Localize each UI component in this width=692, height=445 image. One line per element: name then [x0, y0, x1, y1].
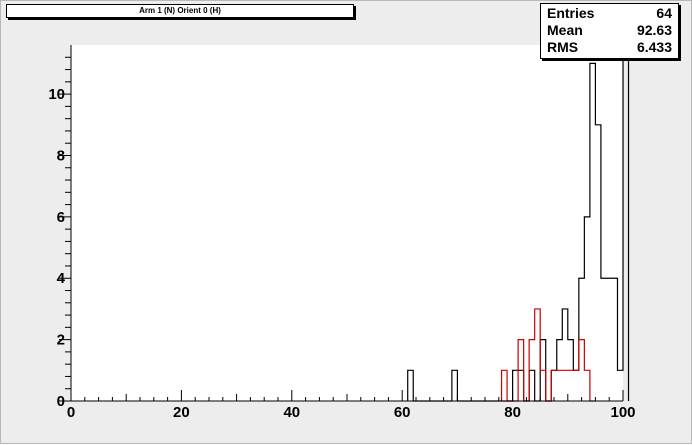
bin-black-61 [408, 370, 414, 401]
bin-red-89 [562, 370, 568, 401]
x-tick-label: 40 [283, 404, 300, 421]
stats-value-rms: 6.433 [636, 39, 672, 55]
y-tick-label: 4 [57, 270, 66, 287]
stats-value-mean: 92.63 [636, 22, 672, 38]
bin-black-97 [606, 278, 612, 401]
bin-black-99 [617, 370, 623, 401]
bin-black-69 [452, 370, 458, 401]
axis-layer: 0 20 40 60 80 100 0 2 4 6 8 10 [48, 45, 636, 421]
bin-black-80 [513, 370, 519, 401]
bin-red-83 [529, 340, 535, 401]
stats-label-entries: Entries [547, 5, 595, 21]
bin-red-78 [502, 370, 508, 401]
x-tick-label: 60 [394, 404, 411, 421]
bin-black-100 [623, 33, 629, 401]
bin-red-88 [557, 370, 563, 401]
y-tick-label: 0 [57, 393, 65, 410]
x-tick-label: 100 [610, 404, 635, 421]
stats-row-rms: RMS 6.433 [547, 39, 672, 56]
y-tick-label: 8 [57, 147, 65, 164]
x-tick-label: 20 [173, 404, 190, 421]
stats-value-entries: 64 [656, 5, 672, 21]
bin-red-93 [584, 370, 590, 401]
bin-red-91 [573, 370, 579, 401]
bin-red-92 [579, 340, 585, 401]
stats-box: Entries 64 Mean 92.63 RMS 6.433 [540, 3, 679, 59]
bin-black-94 [590, 63, 596, 401]
stats-label-rms: RMS [547, 39, 579, 55]
stats-row-entries: Entries 64 [547, 5, 672, 22]
stats-row-mean: Mean 92.63 [547, 22, 672, 39]
y-tick-label: 10 [48, 86, 65, 103]
x-tick-label: 0 [67, 404, 75, 421]
y-tick-label: 6 [57, 209, 65, 226]
bin-black-96 [601, 278, 607, 401]
plot-area [71, 45, 623, 401]
bin-red-81 [518, 340, 524, 401]
bin-red-84 [535, 309, 541, 401]
histogram-title: Arm 1 (N) Orient 0 (H) [6, 4, 354, 18]
bin-red-90 [568, 370, 574, 401]
bin-black-95 [595, 125, 601, 401]
x-tick-label: 80 [504, 404, 521, 421]
y-tick-label: 2 [57, 332, 65, 349]
bin-black-98 [612, 278, 618, 401]
bin-red-85 [540, 370, 546, 401]
stats-label-mean: Mean [547, 22, 583, 38]
bin-red-87 [551, 370, 557, 401]
